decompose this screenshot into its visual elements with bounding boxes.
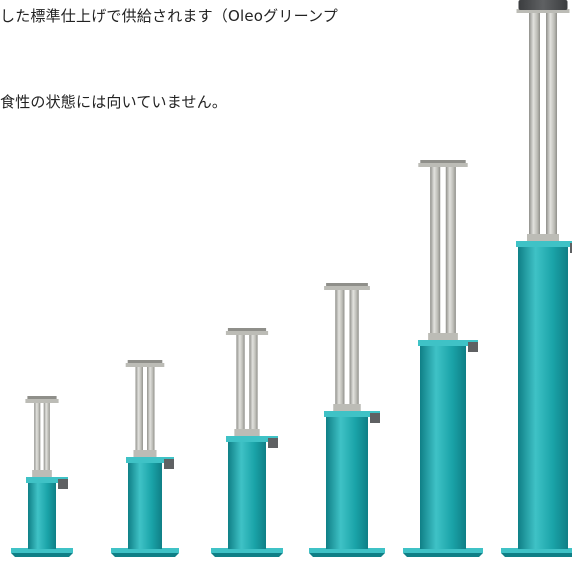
description-text-line-1: した標準仕上げで供給されます（Oleoグリーンプ xyxy=(0,7,338,25)
top-plate xyxy=(516,9,570,13)
rod-collar xyxy=(428,333,458,340)
top-plate xyxy=(25,399,59,403)
rod-collar xyxy=(234,429,260,436)
piston-rod-left xyxy=(34,402,41,477)
top-plate xyxy=(324,286,370,290)
side-bracket xyxy=(570,243,572,253)
cylinder-body xyxy=(326,416,368,549)
base-plate xyxy=(211,553,283,557)
cylinder-body xyxy=(228,441,266,549)
side-bracket xyxy=(468,342,478,352)
striker-cap xyxy=(326,283,368,286)
buffer-size-3 xyxy=(211,328,283,557)
top-flange xyxy=(126,457,174,463)
top-plate xyxy=(225,331,269,335)
striker-cap xyxy=(227,328,267,331)
base-plate xyxy=(403,553,483,557)
base-plate xyxy=(111,553,179,557)
piston-rod-right xyxy=(349,289,359,411)
piston-rod-left xyxy=(430,166,441,340)
base-plate-top xyxy=(11,548,73,553)
base-plate-top xyxy=(403,548,483,553)
description-text-line-2: 食性の状態には向いていません。 xyxy=(0,93,228,111)
rod-collar xyxy=(32,470,52,477)
rod-collar xyxy=(133,450,157,457)
cylinder-body xyxy=(28,482,56,549)
cylinder-body xyxy=(518,246,568,549)
striker-cap xyxy=(518,0,568,10)
top-flange xyxy=(418,340,478,346)
piston-rod-left xyxy=(335,289,345,411)
buffer-size-6 xyxy=(501,0,572,557)
piston-rod-right xyxy=(445,166,456,340)
buffer-size-5 xyxy=(403,160,483,557)
side-bracket xyxy=(58,479,68,489)
top-plate xyxy=(418,163,468,167)
base-plate xyxy=(501,553,572,557)
cylinder-body xyxy=(128,462,162,549)
top-flange xyxy=(516,241,572,247)
base-plate xyxy=(309,553,385,557)
piston-rod-left xyxy=(236,334,245,436)
top-flange xyxy=(324,411,380,417)
piston-rod-right xyxy=(43,402,50,477)
rod-collar xyxy=(527,234,559,241)
striker-cap xyxy=(420,160,466,163)
piston-rod-left xyxy=(135,366,143,457)
buffer-size-1 xyxy=(11,396,73,557)
top-flange xyxy=(26,477,68,483)
top-flange xyxy=(226,436,278,442)
piston-rod-left xyxy=(529,12,540,241)
piston-rod-right xyxy=(249,334,258,436)
base-plate-top xyxy=(211,548,283,553)
side-bracket xyxy=(370,413,380,423)
striker-cap xyxy=(127,360,163,363)
striker-cap xyxy=(27,396,57,399)
rod-collar xyxy=(333,404,361,411)
top-plate xyxy=(125,363,165,367)
base-plate-top xyxy=(309,548,385,553)
side-bracket xyxy=(164,459,174,469)
base-plate-top xyxy=(501,548,572,553)
piston-rod-right xyxy=(147,366,155,457)
base-plate-top xyxy=(111,548,179,553)
base-plate xyxy=(11,553,73,557)
buffer-size-4 xyxy=(309,283,385,557)
piston-rod-right xyxy=(546,12,557,241)
side-bracket xyxy=(268,438,278,448)
cylinder-body xyxy=(420,345,466,549)
buffer-size-2 xyxy=(111,360,179,557)
